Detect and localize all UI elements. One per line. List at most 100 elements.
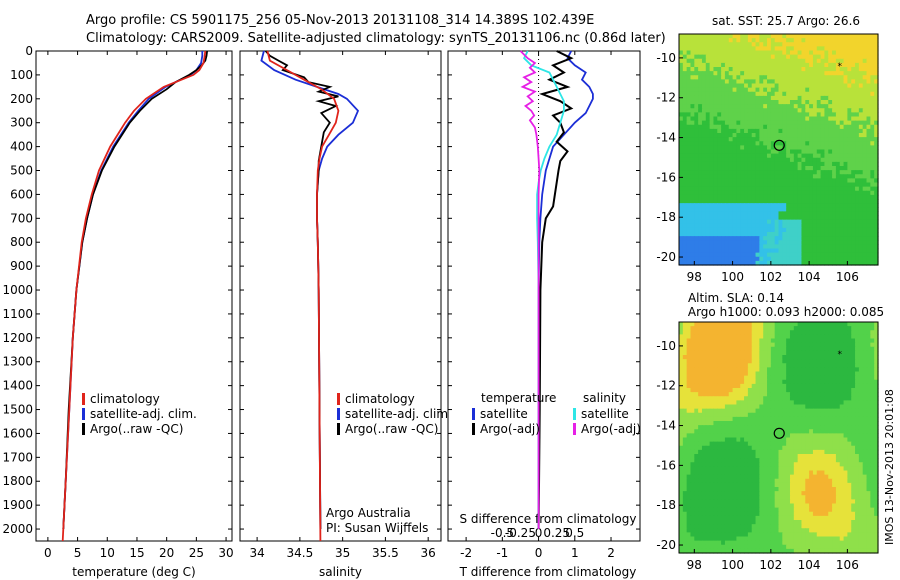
- heatmap-cell: [832, 124, 837, 130]
- heatmap-cell: [851, 388, 856, 393]
- heatmap-cell: [855, 232, 860, 237]
- heatmap-cell: [855, 449, 860, 455]
- heatmap-cell: [866, 421, 871, 426]
- heatmap-cell: [721, 157, 726, 163]
- heatmap-cell: [812, 190, 818, 196]
- heatmap-cell: [744, 219, 749, 225]
- heatmap-cell: [767, 211, 772, 217]
- heatmap-cell: [851, 379, 856, 385]
- heatmap-cell: [847, 215, 852, 221]
- heatmap-cell: [755, 252, 760, 258]
- heatmap-cell: [759, 458, 764, 463]
- heatmap-cell: [835, 371, 841, 377]
- heatmap-cell: [774, 190, 780, 196]
- heatmap-cell: [747, 433, 753, 439]
- heatmap-cell: [774, 322, 780, 327]
- heatmap-cell: [839, 174, 845, 179]
- heatmap-cell: [744, 34, 749, 39]
- heatmap-cell: [797, 211, 803, 217]
- heatmap-cell: [801, 458, 806, 463]
- heatmap-cell: [747, 441, 753, 447]
- x-tick-label: -2: [460, 546, 472, 560]
- heatmap-cell: [763, 91, 768, 97]
- heatmap-cell: [862, 425, 868, 430]
- heatmap-cell: [786, 174, 791, 179]
- heatmap-cell: [855, 330, 860, 335]
- heatmap-cell: [820, 330, 826, 335]
- heatmap-cell: [832, 441, 837, 447]
- heatmap-cell: [782, 42, 787, 47]
- heatmap-cell: [839, 87, 845, 93]
- heatmap-cell: [705, 182, 711, 188]
- heatmap-cell: [721, 445, 726, 451]
- heatmap-cell: [862, 350, 868, 356]
- heatmap-cell: [747, 236, 753, 241]
- heatmap-cell: [755, 404, 760, 410]
- heatmap-cell: [698, 71, 703, 76]
- heatmap-cell: [816, 120, 822, 126]
- heatmap-cell: [767, 38, 772, 43]
- heatmap-cell: [724, 108, 730, 113]
- heatmap-cell: [843, 223, 848, 229]
- heatmap-cell: [751, 236, 757, 241]
- heatmap-cell: [686, 108, 692, 113]
- heatmap-cell: [763, 462, 768, 467]
- heatmap-cell: [763, 412, 768, 418]
- heatmap-cell: [774, 252, 780, 258]
- heatmap-cell: [686, 252, 692, 258]
- heatmap-cell: [809, 236, 814, 241]
- heatmap-cell: [728, 215, 734, 221]
- heatmap-cell: [874, 199, 879, 204]
- heatmap-cell: [855, 46, 860, 52]
- heatmap-cell: [858, 207, 864, 212]
- heatmap-cell: [805, 334, 810, 340]
- depth-tick-label: 1800: [2, 474, 33, 488]
- heatmap-cell: [747, 211, 753, 217]
- heatmap-cell: [740, 120, 745, 126]
- heatmap-cell: [828, 145, 833, 151]
- heatmap-cell: [862, 334, 868, 340]
- heatmap-cell: [679, 128, 684, 134]
- heatmap-cell: [713, 71, 718, 76]
- heatmap-cell: [744, 330, 749, 335]
- heatmap-cell: [690, 219, 695, 225]
- heatmap-cell: [736, 256, 741, 262]
- heatmap-cell: [812, 120, 818, 126]
- heatmap-cell: [721, 260, 726, 266]
- heatmap-cell: [705, 145, 711, 151]
- heatmap-cell: [763, 433, 768, 439]
- heatmap-cell: [717, 199, 722, 204]
- heatmap-cell: [763, 95, 768, 101]
- heatmap-cell: [789, 79, 795, 85]
- heatmap-cell: [874, 145, 879, 151]
- heatmap-cell: [682, 182, 688, 188]
- heatmap-cell: [705, 211, 711, 217]
- heatmap-cell: [835, 174, 841, 179]
- heatmap-cell: [828, 240, 833, 245]
- heatmap-cell: [763, 458, 768, 463]
- heatmap-cell: [778, 256, 783, 262]
- heatmap-cell: [786, 67, 791, 72]
- heatmap-cell: [786, 363, 791, 368]
- heatmap-cell: [847, 161, 852, 167]
- heatmap-cell: [682, 454, 688, 459]
- heatmap-cell: [832, 404, 837, 410]
- heatmap-cell: [682, 203, 688, 208]
- heatmap-cell: [797, 350, 803, 356]
- heatmap-cell: [686, 421, 692, 426]
- heatmap-cell: [774, 433, 780, 439]
- heatmap-cell: [820, 128, 826, 134]
- heatmap-cell: [870, 100, 875, 105]
- heatmap-cell: [824, 388, 829, 393]
- heatmap-cell: [786, 252, 791, 258]
- heatmap-cell: [832, 203, 837, 208]
- heatmap-cell: [721, 355, 726, 360]
- heatmap-cell: [832, 174, 837, 179]
- heatmap-cell: [874, 153, 879, 159]
- heatmap-cell: [701, 203, 707, 208]
- heatmap-cell: [812, 416, 818, 422]
- heatmap-cell: [862, 227, 868, 233]
- heatmap-cell: [774, 383, 780, 389]
- heatmap-cell: [874, 207, 879, 212]
- heatmap-cell: [832, 350, 837, 356]
